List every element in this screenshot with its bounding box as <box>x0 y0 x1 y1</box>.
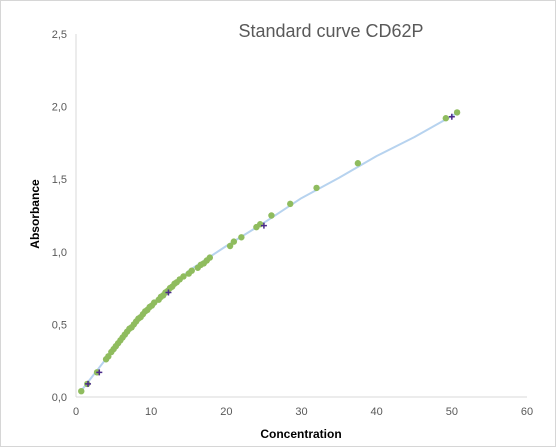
x-tick-label: 0 <box>73 406 79 418</box>
data-point <box>268 212 275 219</box>
data-point <box>230 238 238 245</box>
x-tick-label: 50 <box>446 406 458 418</box>
fit-curve-layer <box>79 113 457 394</box>
data-point <box>256 221 264 228</box>
x-tick-label: 60 <box>521 406 533 418</box>
axes: 0 10 20 30 40 50 60 0,0 0,5 1,0 1,5 2,0 2,5 <box>52 29 533 418</box>
standard-point <box>165 289 172 296</box>
fit-curve <box>79 113 457 394</box>
data-point <box>453 109 461 116</box>
x-tick-label: 10 <box>145 406 157 418</box>
data-point <box>226 242 234 250</box>
data-point <box>188 267 195 274</box>
data-point <box>442 115 450 122</box>
standard-point <box>96 369 103 376</box>
data-point <box>354 160 362 167</box>
data-point <box>206 254 213 261</box>
x-tick-label: 30 <box>295 406 307 418</box>
chart-title: Standard curve CD62P <box>238 21 423 41</box>
x-tick-label: 40 <box>371 406 383 418</box>
data-points-layer <box>78 109 461 395</box>
standard-points-layer <box>85 113 455 387</box>
standard-point <box>260 222 267 229</box>
y-tick-label: 2,5 <box>52 29 67 41</box>
data-point <box>287 200 294 208</box>
standard-point <box>85 380 92 387</box>
y-tick-label: 1,0 <box>52 247 67 259</box>
y-tick-label: 0,5 <box>52 319 67 331</box>
x-tick-label: 20 <box>220 406 232 418</box>
y-tick-label: 1,5 <box>52 174 67 186</box>
y-axis-title: Absorbance <box>28 179 42 249</box>
data-point <box>78 387 85 395</box>
data-point <box>180 273 187 280</box>
y-tick-label: 0,0 <box>52 392 67 404</box>
standard-point <box>448 113 455 120</box>
y-tick-label: 2,0 <box>52 102 67 114</box>
data-point <box>238 234 245 241</box>
x-axis-title: Concentration <box>260 427 341 441</box>
data-point <box>313 184 320 192</box>
